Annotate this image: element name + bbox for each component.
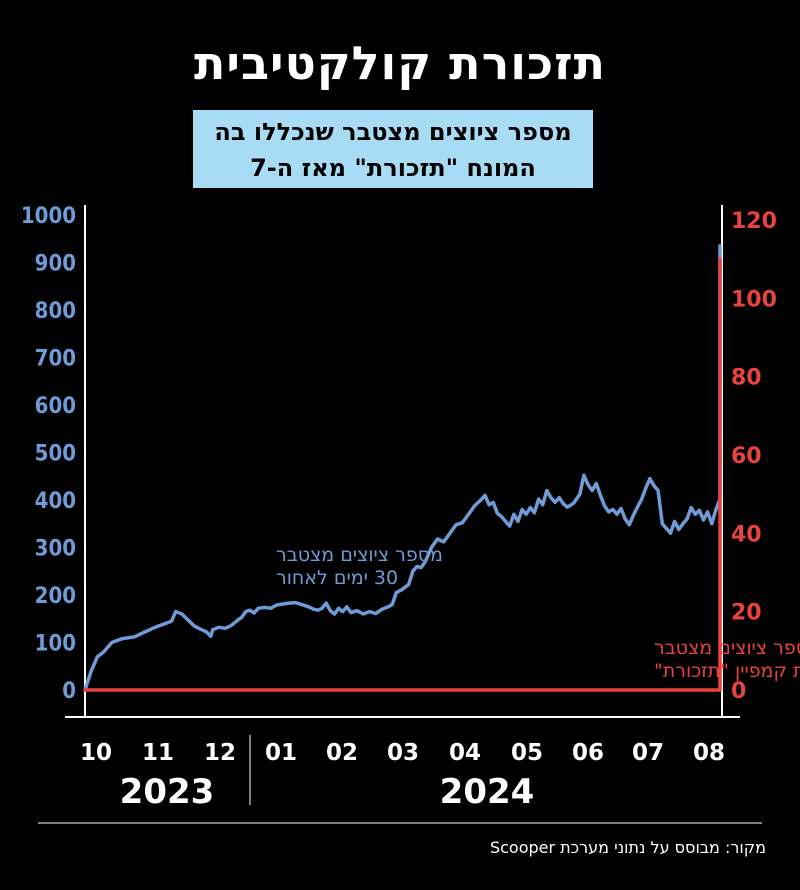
blue-series-label-line-1: מספר ציוצים מצטבר: [276, 544, 443, 566]
red-series-label-line-1: מספר ציוצים מצטבר: [654, 637, 800, 659]
right-tick-label: 60: [731, 444, 762, 469]
chart-title: תזכורת קולקטיבית: [194, 36, 606, 90]
left-tick-label: 400: [35, 489, 76, 514]
month-label: 05: [511, 740, 543, 766]
right-tick-label: 40: [731, 522, 762, 547]
left-tick-label: 500: [35, 442, 76, 467]
year-label: 2024: [440, 772, 535, 812]
month-label: 11: [142, 740, 174, 766]
left-tick-label: 300: [35, 537, 76, 562]
left-tick-label: 0: [62, 679, 76, 704]
right-tick-label: 80: [731, 366, 762, 391]
series-layer: [83, 244, 722, 692]
month-labels: 10 11 12 01 02 03 04 05 06 07 08: [80, 740, 725, 766]
month-label: 10: [80, 740, 112, 766]
left-axis-ticks: 0 100 200 300 400 500 600 700 800 900 1000: [21, 204, 76, 704]
subtitle-line-2: המונח "תזכורת" מאז ה-7 באוקטובר: [250, 154, 536, 218]
right-tick-label: 100: [731, 287, 777, 312]
left-tick-label: 100: [35, 632, 76, 657]
month-label: 08: [693, 740, 725, 766]
right-axis-ticks: 0 20 40 60 80 100 120: [731, 209, 777, 704]
month-label: 03: [387, 740, 419, 766]
left-tick-label: 800: [35, 299, 76, 324]
left-tick-label: 700: [35, 347, 76, 372]
chart-axes: [38, 205, 762, 824]
subtitle-line-1: מספר ציוצים מצטבר שנכללו בה: [214, 118, 572, 146]
blue-series-label-line-2: 30 ימים לאחור: [276, 567, 398, 589]
month-label: 06: [572, 740, 604, 766]
right-tick-label: 0: [731, 679, 746, 704]
chart-subtitle-box: מספר ציוצים מצטבר שנכללו בה המונח "תזכור…: [193, 110, 593, 218]
left-tick-label: 1000: [21, 204, 76, 229]
red-series-label-line-2: במסגרת קמפיין "תזכורת": [654, 660, 800, 682]
year-labels: 2023 2024: [120, 772, 535, 812]
right-tick-label: 20: [731, 601, 762, 626]
year-label: 2023: [120, 772, 215, 812]
left-tick-label: 900: [35, 252, 76, 277]
month-label: 02: [326, 740, 358, 766]
month-label: 07: [632, 740, 664, 766]
month-label: 04: [449, 740, 481, 766]
month-label: 01: [265, 740, 297, 766]
red-series-line: [83, 257, 722, 692]
left-tick-label: 200: [35, 584, 76, 609]
right-tick-label: 120: [731, 209, 777, 234]
source-note: מקור: מבוסס על נתוני מערכת Scooper: [489, 838, 766, 857]
blue-series-line: [83, 244, 722, 692]
month-label: 12: [204, 740, 236, 766]
left-tick-label: 600: [35, 394, 76, 419]
